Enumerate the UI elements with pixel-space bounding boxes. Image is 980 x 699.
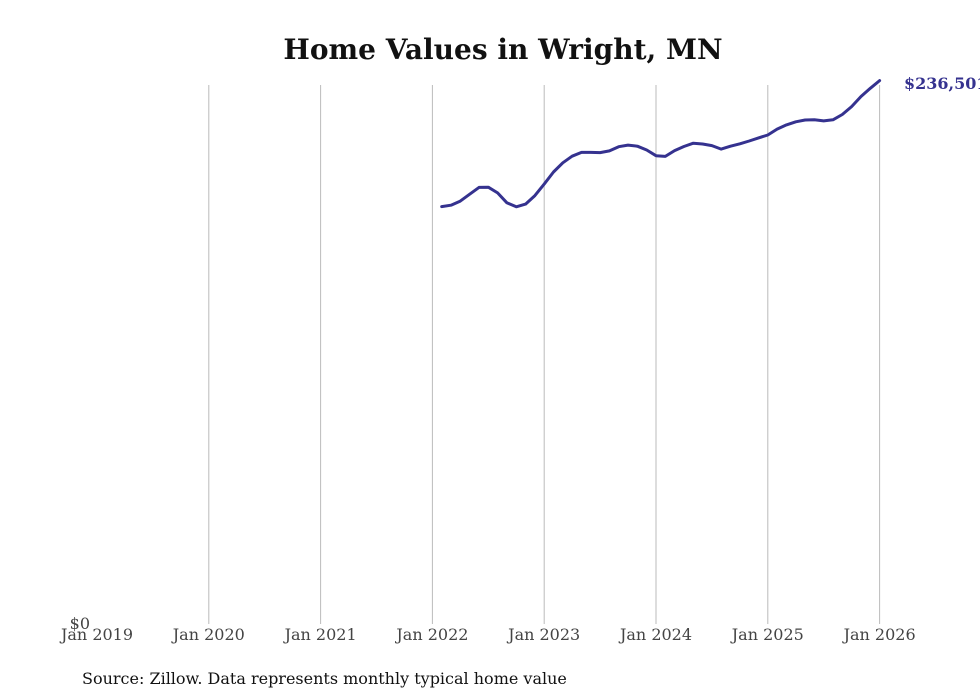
x-tick-label-jan-2023: Jan 2023 (506, 625, 580, 644)
chart-title: Home Values in Wright, MN (283, 33, 722, 66)
x-tick-label-jan-2021: Jan 2021 (283, 625, 357, 644)
latest-value-label: $236,501 (904, 74, 980, 93)
y-axis-tick-zero: $0 (70, 614, 90, 633)
source-note: Source: Zillow. Data represents monthly … (82, 669, 567, 688)
grid-lines (208, 85, 881, 624)
home-value-series-line (440, 79, 882, 209)
x-tick-label-jan-2019: Jan 2019 (59, 625, 133, 644)
x-tick-label-jan-2020: Jan 2020 (171, 625, 245, 644)
x-tick-label-jan-2026: Jan 2026 (842, 625, 916, 644)
x-axis-tick-labels: Jan 2019 Jan 2020 Jan 2021 Jan 2022 Jan 2023… (59, 625, 916, 644)
x-tick-label-jan-2022: Jan 2022 (394, 625, 468, 644)
x-tick-label-jan-2025: Jan 2025 (730, 625, 804, 644)
x-tick-label-jan-2024: Jan 2024 (618, 625, 692, 644)
